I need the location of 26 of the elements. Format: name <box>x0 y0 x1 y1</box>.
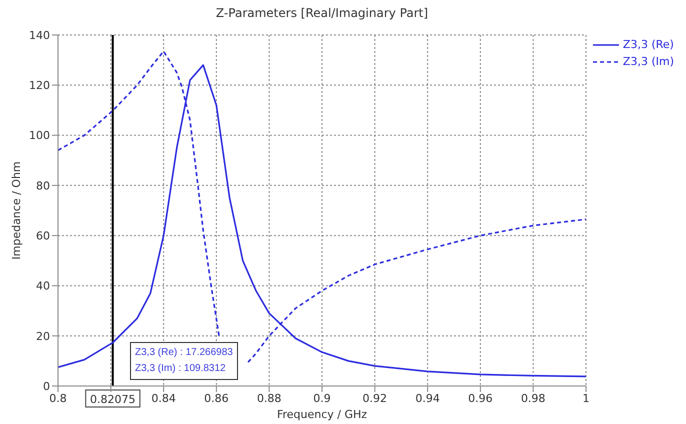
chart-title: Z-Parameters [Real/Imaginary Part] <box>214 6 430 20</box>
y-tick-label: 40 <box>36 280 50 293</box>
y-tick-label: 20 <box>36 330 50 343</box>
x-tick-label: 0.8 <box>49 392 67 405</box>
x-axis-title: Frequency / GHz <box>276 408 368 421</box>
y-tick-label: 60 <box>36 229 50 242</box>
y-tick-label: 140 <box>29 28 50 42</box>
y-tick-label: 120 <box>29 79 50 92</box>
y-tick-label: 80 <box>36 179 50 192</box>
annotation: Z3,3 (Re) : 17.266983 <box>135 346 233 360</box>
y-tick-label: 100 <box>29 129 50 142</box>
x-tick-label: 0.96 <box>468 392 493 405</box>
annotation: Z3,3 (Im) : 109.8312 <box>135 362 227 376</box>
ref-line-label: 0.82075 <box>90 393 136 406</box>
x-tick-label: 0.94 <box>415 392 440 405</box>
x-tick-label: 1 <box>582 392 590 405</box>
y-axis-title: Impedance / Ohm <box>10 161 23 260</box>
y-tick-label: 0 <box>43 380 50 393</box>
legend-label: Z3,3 (Im) <box>622 55 674 68</box>
x-tick-label: 0.92 <box>362 392 388 405</box>
x-tick-label: 0.86 <box>204 392 229 405</box>
x-tick-label: 0.98 <box>520 392 546 405</box>
legend-label: Z3,3 (Re) <box>622 38 674 51</box>
x-tick-label: 0.88 <box>256 392 282 405</box>
x-tick-label: 0.9 <box>313 392 331 405</box>
x-tick-label: 0.84 <box>151 392 176 405</box>
